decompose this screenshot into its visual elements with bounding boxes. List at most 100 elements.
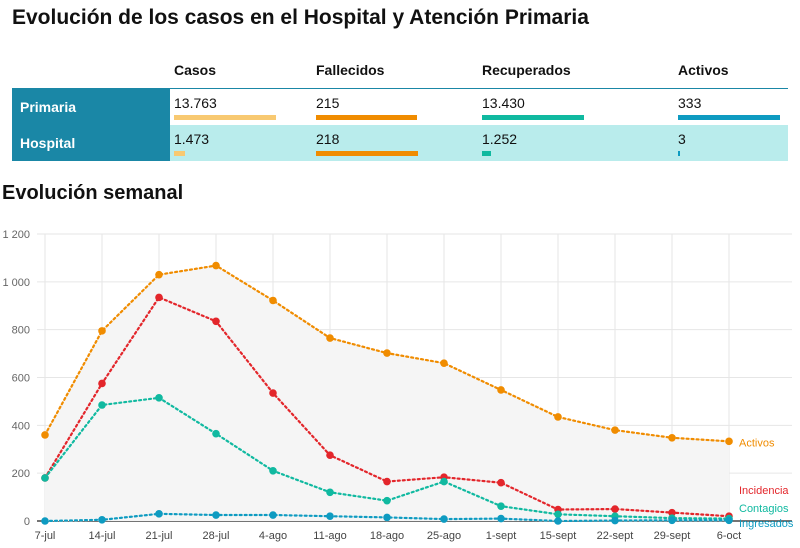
bar-primaria-fallecidos [316,115,417,120]
x-tick-label: 18-ago [370,530,404,542]
point-ingresados [668,516,676,525]
point-contagios [212,429,220,438]
point-activos [440,359,448,367]
point-contagios [41,474,49,482]
point-activos [212,261,220,270]
x-tick-label: 7-jul [35,530,56,542]
y-tick-label: 800 [12,325,30,337]
bar-primaria-activos [678,115,780,120]
row-label-hospital: Hospital [12,125,170,161]
value-primaria-fallecidos: 215 [316,95,340,111]
column-header-casos: Casos [174,62,217,78]
point-contagios [326,488,334,497]
table-row-primaria: Primaria 13.763 215 13.430 333 [12,88,788,125]
point-ingresados [383,513,391,522]
x-tick-label: 4-ago [259,530,287,542]
cell-primaria-recuperados: 13.430 [478,88,674,125]
series-label-activos: Activos [739,437,775,449]
point-activos [41,431,49,439]
x-tick-label: 14-jul [89,530,116,542]
point-ingresados [611,516,619,525]
point-contagios [554,510,562,519]
activos-area [45,265,729,521]
x-tick-label: 22-sept [597,530,634,542]
point-activos [155,270,163,279]
point-contagios [98,401,106,409]
series-label-ingresados: Ingresados [739,518,794,530]
point-contagios [383,496,391,505]
y-tick-label: 600 [12,373,30,385]
table-row-hospital: Hospital 1.473 218 1.252 3 [12,125,788,161]
cell-hospital-fallecidos: 218 [312,125,478,161]
y-tick-label: 400 [12,420,30,432]
point-activos [98,327,106,335]
x-tick-label: 25-ago [427,530,461,542]
point-activos [725,437,733,446]
x-tick-label: 29-sept [654,530,691,542]
bar-hospital-activos [678,151,680,156]
point-incidencia [98,379,106,388]
point-ingresados [497,514,505,523]
summary-corner-cell [12,52,170,89]
bar-hospital-casos [174,151,185,156]
point-ingresados [725,516,733,525]
point-activos [668,433,676,442]
point-activos [383,349,391,357]
x-tick-label: 21-jul [146,530,173,542]
point-ingresados [554,517,562,525]
point-ingresados [98,516,106,524]
point-incidencia [269,389,277,397]
value-hospital-casos: 1.473 [174,131,210,147]
cell-hospital-activos: 3 [674,125,788,161]
point-contagios [440,477,448,486]
y-tick-label: 1 200 [2,229,30,241]
weekly-evolution-chart: 0 200 400 600 800 1 000 1 200 7-jul 14-jul 21-jul… [2,229,794,542]
point-activos [497,386,505,394]
point-incidencia [497,478,505,487]
point-ingresados [41,517,49,525]
cell-primaria-activos: 333 [674,88,788,125]
point-contagios [269,466,277,475]
cell-hospital-recuperados: 1.252 [478,125,674,161]
summary-header-row: Casos Fallecidos Recuperados Activos [12,52,788,89]
point-activos [554,413,562,421]
x-tick-label: 1-sept [486,530,517,542]
cell-hospital-casos: 1.473 [170,125,312,161]
row-label-primaria: Primaria [12,88,170,125]
bar-primaria-recuperados [482,115,584,120]
point-incidencia [212,317,220,326]
point-ingresados [269,511,277,519]
summary-table: Casos Fallecidos Recuperados Activos Pri… [12,52,788,161]
cell-primaria-fallecidos: 215 [312,88,478,125]
value-primaria-casos: 13.763 [174,95,217,111]
point-activos [611,426,619,434]
column-header-recuperados: Recuperados [482,62,571,78]
x-tick-label: 28-jul [203,530,230,542]
bar-hospital-fallecidos [316,151,418,156]
value-hospital-recuperados: 1.252 [482,131,518,147]
y-tick-label: 200 [12,468,30,480]
page-title: Evolución de los casos en el Hospital y … [12,6,589,29]
point-contagios [497,502,505,510]
column-header-activos: Activos [678,62,729,78]
x-tick-label: 15-sept [540,530,577,542]
point-activos [326,334,334,342]
point-activos [269,296,277,305]
y-tick-label: 1 000 [2,277,30,289]
cell-primaria-casos: 13.763 [170,88,312,125]
point-incidencia [155,293,163,302]
x-tick-label: 6-oct [717,530,741,542]
point-incidencia [668,508,676,517]
point-incidencia [383,477,391,486]
value-hospital-activos: 3 [678,131,686,147]
value-primaria-recuperados: 13.430 [482,95,525,111]
value-hospital-fallecidos: 218 [316,131,340,147]
point-incidencia [611,505,619,513]
section-subtitle: Evolución semanal [2,182,184,204]
point-ingresados [440,515,448,523]
point-ingresados [155,510,163,518]
column-header-fallecidos: Fallecidos [316,62,385,78]
series-label-contagios: Contagios [739,503,789,515]
value-primaria-activos: 333 [678,95,702,111]
y-tick-label: 0 [24,516,30,528]
